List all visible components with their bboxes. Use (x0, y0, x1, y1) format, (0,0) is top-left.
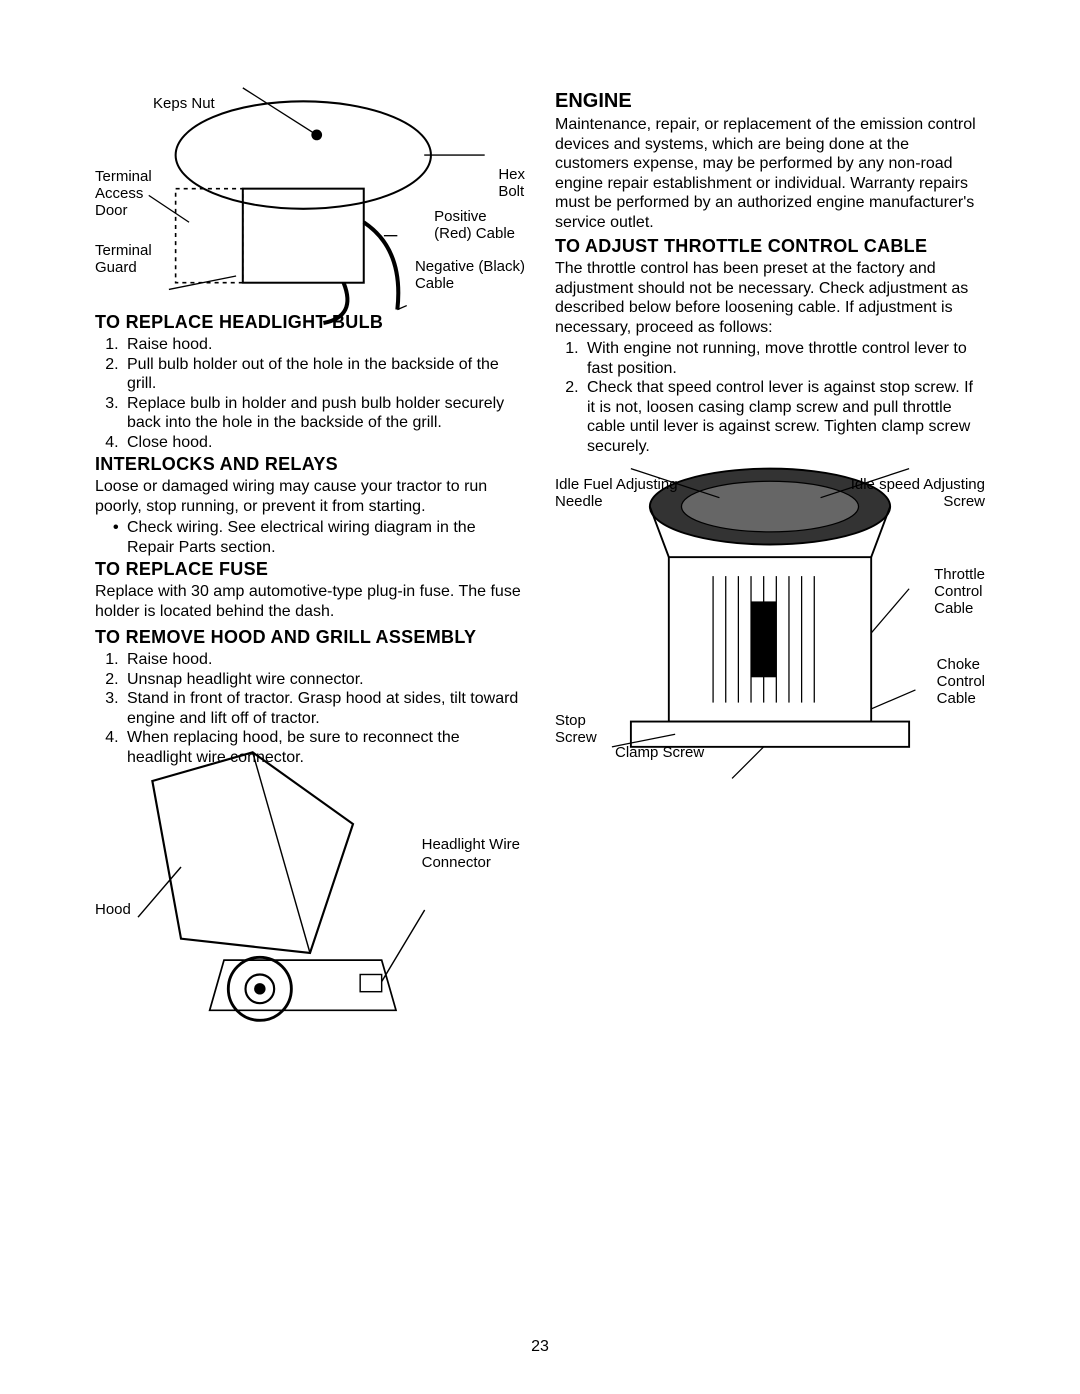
label-idle-speed: Idle speed Adjusting Screw (851, 476, 985, 510)
headlight-step: Raise hood. (123, 335, 525, 355)
hood-diagram-svg (95, 738, 525, 1025)
heading-engine: ENGINE (555, 90, 985, 113)
hood-step: Unsnap headlight wire connector. (123, 670, 525, 690)
label-negative-cable: Negative (Black) Cable (415, 258, 525, 292)
label-stop-screw: Stop Screw (555, 712, 597, 746)
hood-step: Stand in front of tractor. Grasp hood at… (123, 689, 525, 728)
two-column-layout: Keps Nut Terminal Access Door Terminal G… (95, 90, 985, 993)
label-throttle-cable: Throttle Control Cable (934, 566, 985, 617)
throttle-body: The throttle control has been preset at … (555, 259, 985, 337)
heading-remove-hood: TO REMOVE HOOD AND GRILL AS­SEMBLY (95, 627, 525, 648)
left-column: Keps Nut Terminal Access Door Terminal G… (95, 90, 525, 993)
engine-body: Maintenance, repair, or replacement of t… (555, 115, 985, 232)
engine-diagram: Idle Fuel Adjusting Needle Idle speed Ad… (555, 476, 985, 776)
interlocks-bullets: Check wiring. See electrical wiring diag… (95, 518, 525, 557)
heading-interlocks: INTERLOCKS AND RELAYS (95, 454, 525, 475)
heading-replace-fuse: TO REPLACE FUSE (95, 559, 525, 580)
headlight-steps: Raise hood. Pull bulb holder out of the … (95, 335, 525, 452)
label-hood: Hood (95, 901, 131, 918)
label-idle-fuel: Idle Fuel Adjusting Needle (555, 476, 678, 510)
hood-diagram: Hood Headlight Wire Connector (95, 781, 525, 981)
label-choke-cable: Choke Control Cable (937, 656, 985, 707)
throttle-step: With engine not running, move throttle c… (583, 339, 985, 378)
label-hex-bolt: Hex Bolt (498, 166, 525, 200)
label-headlight-wire: Headlight Wire Connector (422, 836, 520, 871)
label-terminal-guard: Terminal Guard (95, 242, 152, 276)
interlocks-body: Loose or damaged wiring may cause your t… (95, 477, 525, 516)
label-keps-nut: Keps Nut (153, 95, 215, 112)
headlight-step: Pull bulb holder out of the hole in the … (123, 355, 525, 394)
battery-terminal-diagram: Keps Nut Terminal Access Door Terminal G… (95, 90, 525, 300)
heading-throttle: TO ADJUST THROTTLE CONTROL CABLE (555, 236, 985, 257)
page-number: 23 (0, 1338, 1080, 1356)
label-positive-cable: Positive (Red) Cable (434, 208, 515, 242)
headlight-step: Close hood. (123, 433, 525, 453)
right-column: ENGINE Maintenance, repair, or replaceme… (555, 90, 985, 993)
label-terminal-access-door: Terminal Access Door (95, 168, 152, 219)
interlocks-bullet: Check wiring. See electrical wiring diag… (113, 518, 525, 557)
hood-step: Raise hood. (123, 650, 525, 670)
label-clamp-screw: Clamp Screw (615, 744, 704, 761)
fuse-body: Replace with 30 amp automotive-type plug… (95, 582, 525, 621)
headlight-step: Replace bulb in holder and push bulb hol… (123, 394, 525, 433)
